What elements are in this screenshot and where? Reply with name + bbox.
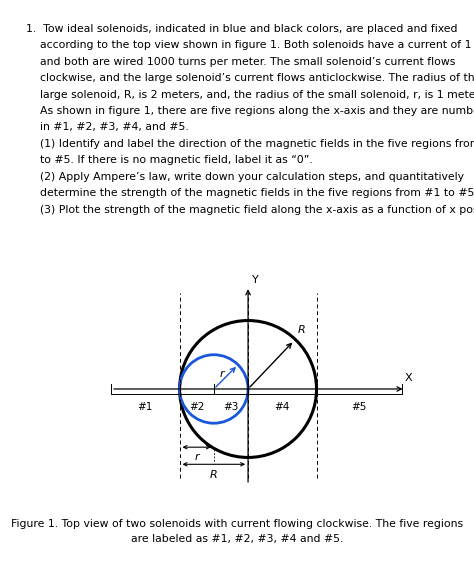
Text: (2) Apply Ampere’s law, write down your calculation steps, and quantitatively: (2) Apply Ampere’s law, write down your …: [26, 172, 464, 182]
Text: #5: #5: [352, 402, 367, 412]
Text: are labeled as #1, #2, #3, #4 and #5.: are labeled as #1, #2, #3, #4 and #5.: [131, 534, 343, 544]
Text: #3: #3: [223, 402, 238, 412]
Text: large solenoid, R, is 2 meters, and, the radius of the small solenoid, r, is 1 m: large solenoid, R, is 2 meters, and, the…: [26, 90, 474, 100]
Text: As shown in figure 1, there are five regions along the x-axis and they are numbe: As shown in figure 1, there are five reg…: [26, 106, 474, 116]
Text: R: R: [297, 325, 305, 335]
Text: #1: #1: [137, 402, 153, 412]
Text: (3) Plot the strength of the magnetic field along the x-axis as a function of x : (3) Plot the strength of the magnetic fi…: [26, 205, 474, 215]
Text: r: r: [194, 452, 199, 462]
Text: 1.  Tow ideal solenoids, indicated in blue and black colors, are placed and fixe: 1. Tow ideal solenoids, indicated in blu…: [26, 24, 457, 34]
Text: Y: Y: [252, 274, 259, 285]
Text: determine the strength of the magnetic fields in the five regions from #1 to #5.: determine the strength of the magnetic f…: [26, 188, 474, 198]
Text: #2: #2: [189, 402, 204, 412]
Text: in #1, #2, #3, #4, and #5.: in #1, #2, #3, #4, and #5.: [26, 122, 189, 133]
Text: Figure 1. Top view of two solenoids with current flowing clockwise. The five reg: Figure 1. Top view of two solenoids with…: [11, 519, 463, 529]
Text: to #5. If there is no magnetic field, label it as “0”.: to #5. If there is no magnetic field, la…: [26, 155, 313, 166]
Text: according to the top view shown in figure 1. Both solenoids have a current of 1 : according to the top view shown in figur…: [26, 40, 474, 50]
Text: (1) Identify and label the direction of the magnetic fields in the five regions : (1) Identify and label the direction of …: [26, 139, 474, 149]
Text: clockwise, and the large solenoid’s current flows anticlockwise. The radius of t: clockwise, and the large solenoid’s curr…: [26, 73, 474, 83]
Text: r: r: [220, 369, 225, 379]
Text: R: R: [210, 471, 218, 480]
Text: #4: #4: [274, 402, 290, 412]
Text: X: X: [405, 373, 413, 383]
Text: and both are wired 1000 turns per meter. The small solenoid’s current flows: and both are wired 1000 turns per meter.…: [26, 57, 456, 67]
